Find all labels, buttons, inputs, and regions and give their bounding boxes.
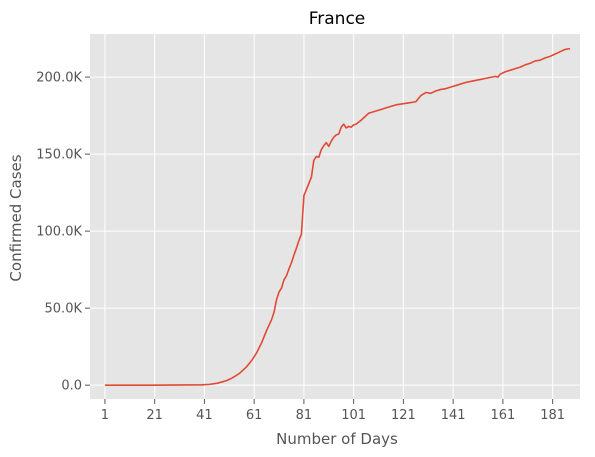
x-tick-label: 181 bbox=[540, 408, 565, 423]
x-tick-label: 1 bbox=[101, 408, 109, 423]
x-tick-label: 141 bbox=[441, 408, 466, 423]
y-tick-label: 200.0K bbox=[36, 71, 82, 86]
x-tick-label: 121 bbox=[391, 408, 416, 423]
y-axis-label: Confirmed Cases bbox=[7, 154, 25, 281]
x-axis-label: Number of Days bbox=[276, 430, 398, 448]
chart-title: France bbox=[309, 9, 366, 29]
y-tick-label: 50.0K bbox=[45, 302, 83, 317]
x-tick-label: 161 bbox=[490, 408, 515, 423]
x-tick-label: 41 bbox=[196, 408, 213, 423]
series-line bbox=[104, 47, 571, 386]
axis-ticks: 1 21 41 61 81 101 121 141 161 1810.050.0K100.0K15… bbox=[36, 71, 565, 423]
x-tick-label: 21 bbox=[146, 408, 163, 423]
x-tick-label: 101 bbox=[341, 408, 366, 423]
x-tick-label: 61 bbox=[246, 408, 263, 423]
grid-lines bbox=[90, 34, 580, 399]
y-tick-label: 0.0 bbox=[61, 379, 82, 394]
y-tick-label: 100.0K bbox=[36, 225, 82, 240]
y-tick-label: 150.0K bbox=[36, 148, 82, 163]
x-tick-label: 81 bbox=[296, 408, 313, 423]
plot-area bbox=[90, 34, 580, 399]
